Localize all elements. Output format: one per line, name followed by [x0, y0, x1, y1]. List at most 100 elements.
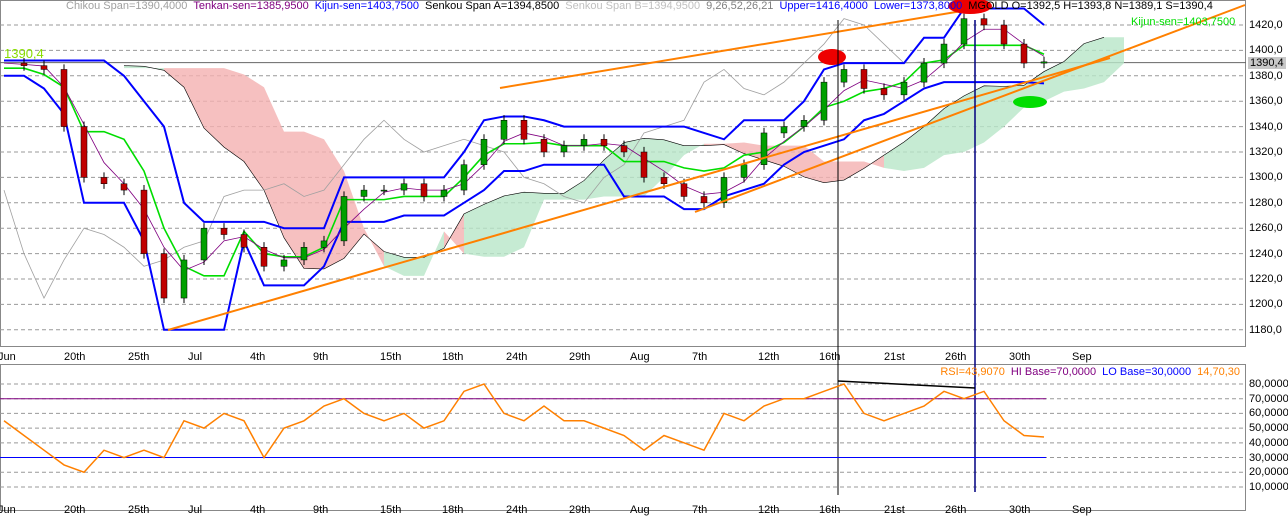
- last-price-label: 1390,4: [1248, 57, 1286, 69]
- date-axis-tick: 16th: [819, 504, 841, 516]
- candle-body: [60, 69, 68, 127]
- rsi-legend: RSI=43,9070 HI Base=70,0000 LO Base=30,0…: [940, 366, 1240, 379]
- ichimoku-cloud-segment: [784, 145, 804, 177]
- ichimoku-cloud-segment: [884, 141, 904, 172]
- legend-lower: Lower=1373,8000: [873, 0, 963, 12]
- candle-body: [140, 189, 148, 254]
- rsi-axis-tick: 50,0000: [1249, 422, 1288, 435]
- candle-body: [380, 189, 388, 192]
- ichimoku-cloud-segment: [724, 142, 744, 154]
- legend-chikou: Chikou Span=1390,4000: [66, 0, 188, 12]
- chikou-span-line: [3, 18, 925, 299]
- indicator-legend: Chikou Span=1390,4000 Tenkan-sen=1385,95…: [66, 0, 1213, 13]
- candle-body: [760, 132, 768, 165]
- legend-kijun-right: Kijun-sen=1403,7500: [1131, 16, 1236, 28]
- date-axis-tick: Aug: [630, 351, 650, 363]
- candle-body: [860, 69, 868, 89]
- candle-body: [800, 120, 808, 127]
- candle-body: [580, 139, 588, 146]
- rsi-axis-tick: 30,0000: [1249, 451, 1288, 464]
- trendline-lower: [167, 57, 1111, 331]
- candle-body: [680, 183, 688, 197]
- candle-body: [600, 139, 608, 146]
- ichimoku-cloud-segment: [264, 87, 284, 238]
- ichimoku-cloud-segment: [944, 95, 964, 156]
- rsi-legend-lo: LO Base=30,0000: [1102, 366, 1192, 378]
- ichimoku-cloud-segment: [744, 142, 764, 160]
- candle-body: [340, 196, 348, 242]
- ichimoku-cloud-segment: [904, 126, 924, 172]
- candle-body: [700, 196, 708, 204]
- date-axis-tick: 12th: [758, 504, 780, 516]
- candle-body: [780, 126, 788, 134]
- date-axis-tick: 25th: [128, 351, 150, 363]
- price-axis-tick: 1200,0: [1249, 298, 1283, 311]
- ichimoku-cloud-segment: [624, 138, 644, 197]
- ichimoku-cloud-segment: [1104, 37, 1124, 83]
- ichimoku-cloud-segment: [484, 195, 504, 257]
- date-axis-tick: 9th: [313, 504, 329, 516]
- candle-body: [100, 177, 108, 184]
- candle-body: [880, 88, 888, 96]
- candle-body: [820, 81, 828, 121]
- price-axis-tick: 1340,0: [1249, 120, 1283, 133]
- candle-body: [740, 164, 748, 178]
- candle-body: [440, 189, 448, 197]
- candle-body: [420, 183, 428, 197]
- candle-body: [40, 65, 48, 70]
- ichimoku-cloud-segment: [444, 213, 464, 254]
- candle-body: [160, 253, 168, 299]
- rsi-panel-frame: [0, 364, 1246, 511]
- date-axis-tick: 18th: [442, 351, 464, 363]
- candle-body: [400, 183, 408, 191]
- candle-body: [560, 145, 568, 153]
- highlight-marker-red: [818, 49, 846, 65]
- date-axis-tick: 21st: [884, 504, 905, 516]
- rsi-divergence-line: [837, 380, 976, 389]
- date-axis-tick: 30th: [1009, 504, 1031, 516]
- candle-body: [200, 227, 208, 261]
- date-axis-tick: Jun: [0, 504, 16, 516]
- candle-body: [960, 18, 968, 45]
- ichimoku-cloud-segment: [564, 180, 584, 200]
- rsi-axis-tick: 80,0000: [1249, 378, 1288, 390]
- ichimoku-cloud-segment: [664, 139, 684, 178]
- lower-band-line: [4, 74, 1045, 331]
- highlight-marker-red: [948, 0, 992, 14]
- date-axis-tick: 26th: [945, 351, 967, 363]
- candle-body: [980, 18, 988, 26]
- candle-body: [360, 189, 368, 197]
- date-axis-tick: 7th: [692, 504, 708, 516]
- ichimoku-cloud-segment: [184, 68, 204, 129]
- date-axis-tick: Sep: [1072, 504, 1092, 516]
- date-axis-tick: Sep: [1072, 351, 1092, 363]
- left-price-label: 1390,4: [4, 46, 44, 61]
- ichimoku-cloud-segment: [644, 138, 664, 197]
- trendline-channel: [694, 4, 1246, 213]
- rsi-line: [3, 383, 1045, 474]
- date-axis-tick: 20th: [64, 351, 86, 363]
- ichimoku-cloud-segment: [524, 192, 544, 248]
- date-axis-tick: 20th: [64, 504, 86, 516]
- price-axis-tick: 1400,0: [1249, 44, 1283, 57]
- candle-body: [620, 145, 628, 153]
- ichimoku-cloud-segment: [804, 145, 824, 183]
- ichimoku-cloud-segment: [984, 85, 1004, 143]
- price-axis-tick: 1260,0: [1249, 222, 1283, 235]
- ichimoku-cloud-segment: [204, 68, 224, 148]
- candle-body: [280, 259, 288, 267]
- candle-body: [840, 69, 848, 83]
- price-axis-tick: 1220,0: [1249, 273, 1283, 285]
- candle-body: [300, 247, 308, 261]
- legend-kijun: Kijun-sen=1403,7500: [314, 0, 419, 12]
- legend-tenkan: Tenkan-sen=1385,9500: [193, 0, 309, 12]
- ichimoku-cloud-segment: [364, 228, 384, 267]
- candle-body: [1000, 24, 1008, 45]
- legend-params: 9,26,52,26,21: [706, 0, 774, 12]
- ichimoku-cloud-segment: [164, 68, 184, 88]
- ichimoku-cloud-segment: [384, 251, 404, 276]
- candle-body: [500, 120, 508, 140]
- candle-body: [720, 177, 728, 204]
- price-panel-frame: [0, 0, 1246, 347]
- candle-body: [640, 151, 648, 178]
